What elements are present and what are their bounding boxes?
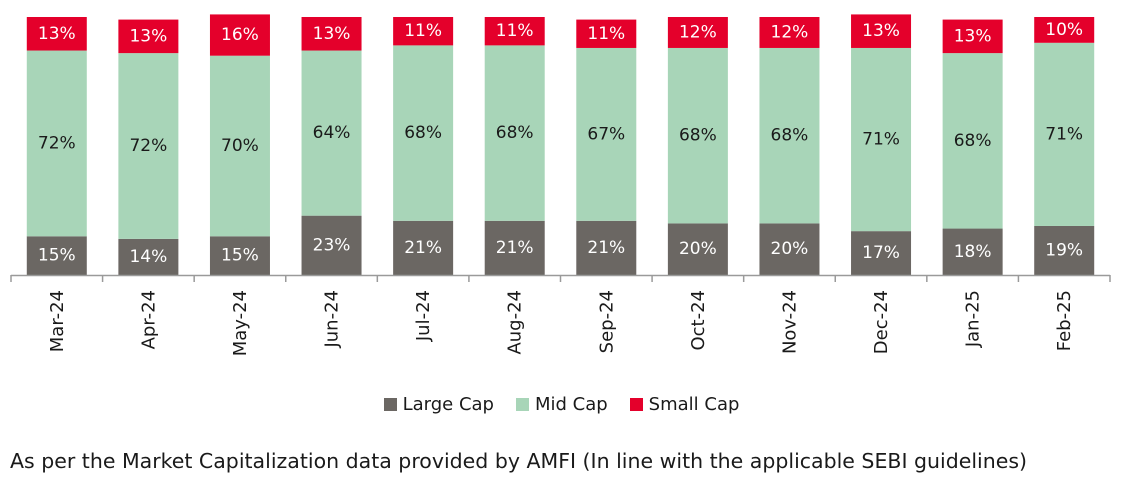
legend-swatch-mid-cap [515, 398, 529, 411]
x-tick-label-mar-24: Mar-24 [47, 290, 68, 352]
bar-large-cap-mar-24 [26, 236, 87, 275]
data-label-mid-cap-jun-24: 64% [313, 123, 351, 143]
bar-large-cap-feb-25 [1034, 225, 1095, 275]
x-axis: Mar-24 Apr-24 May-24 Jun-24 Jul-24 Aug-24 Sep-… [10, 274, 1111, 356]
data-label-large-cap-apr-24: 14% [129, 247, 167, 267]
data-label-mid-cap-aug-24: 68% [496, 123, 534, 143]
data-label-large-cap-aug-24: 21% [496, 238, 534, 258]
bar-large-cap-sep-24 [576, 220, 637, 275]
bar-mid-cap-dec-24 [851, 47, 912, 232]
bar-small-cap-feb-25 [1034, 17, 1095, 43]
bar-mid-cap-jun-24 [301, 50, 362, 216]
x-tick-label-apr-24: Apr-24 [138, 290, 159, 349]
data-label-large-cap-jun-24: 23% [313, 235, 351, 255]
bar-small-cap-oct-24 [667, 17, 728, 48]
data-label-small-cap-sep-24: 11% [587, 24, 625, 44]
x-tick-label-may-24: May-24 [230, 290, 251, 356]
bar-mid-cap-sep-24 [576, 47, 637, 221]
data-label-small-cap-jun-24: 13% [313, 24, 351, 44]
data-label-mid-cap-sep-24: 67% [587, 124, 625, 144]
data-label-mid-cap-jan-25: 68% [954, 131, 992, 151]
bar-small-cap-jan-25 [942, 19, 1003, 54]
bar-mid-cap-oct-24 [667, 47, 728, 224]
x-tick-label-oct-24: Oct-24 [688, 290, 709, 351]
data-label-mid-cap-mar-24: 72% [38, 133, 76, 153]
data-label-mid-cap-apr-24: 72% [129, 136, 167, 156]
bar-small-cap-dec-24 [851, 14, 912, 48]
data-label-mid-cap-may-24: 70% [221, 136, 259, 156]
bar-mid-cap-mar-24 [26, 50, 87, 237]
data-label-large-cap-jan-25: 18% [954, 242, 992, 262]
legend-label-mid-cap: Mid Cap [534, 394, 608, 415]
legend-label-small-cap: Small Cap [648, 394, 740, 415]
bar-mid-cap-aug-24 [484, 45, 545, 221]
bar-mid-cap-nov-24 [759, 47, 820, 224]
data-label-small-cap-nov-24: 12% [771, 22, 809, 42]
data-label-mid-cap-jul-24: 68% [404, 123, 442, 143]
data-label-small-cap-oct-24: 12% [679, 22, 717, 42]
bar-mid-cap-may-24 [209, 55, 270, 237]
bar-small-cap-sep-24 [576, 19, 637, 48]
data-label-large-cap-sep-24: 21% [587, 238, 625, 258]
data-label-small-cap-jan-25: 13% [954, 26, 992, 46]
bar-large-cap-oct-24 [667, 223, 728, 275]
bar-small-cap-may-24 [209, 14, 270, 56]
x-tick-label-feb-25: Feb-25 [1054, 290, 1075, 351]
data-label-large-cap-nov-24: 20% [771, 239, 809, 259]
bar-large-cap-apr-24 [118, 238, 179, 275]
x-tick-label-aug-24: Aug-24 [505, 290, 526, 355]
x-tick-label-jun-24: Jun-24 [322, 290, 343, 349]
x-tick-label-jul-24: Jul-24 [413, 290, 434, 342]
x-tick-label-sep-24: Sep-24 [596, 290, 617, 353]
bar-large-cap-nov-24 [759, 223, 820, 275]
bar-large-cap-jul-24 [393, 220, 454, 275]
bar-small-cap-jul-24 [393, 17, 454, 46]
legend-item-small-cap: Small Cap [629, 394, 740, 415]
bar-small-cap-mar-24 [26, 17, 87, 51]
data-label-large-cap-feb-25: 19% [1045, 240, 1083, 260]
data-label-mid-cap-dec-24: 71% [862, 130, 900, 150]
data-label-small-cap-dec-24: 13% [862, 21, 900, 41]
x-tick-label-nov-24: Nov-24 [779, 290, 800, 354]
legend-label-large-cap: Large Cap [402, 394, 494, 415]
data-label-large-cap-mar-24: 15% [38, 246, 76, 266]
bars-layer: 15% 72% 13% 14% 72% 13% 15% 70% 16% 23% 64% 13% 21% 6… [26, 14, 1095, 275]
bar-small-cap-apr-24 [118, 19, 179, 54]
data-label-mid-cap-oct-24: 68% [679, 126, 717, 146]
x-tick-label-jan-25: Jan-25 [963, 290, 984, 348]
bar-large-cap-jan-25 [942, 228, 1003, 275]
bar-mid-cap-jul-24 [393, 45, 454, 221]
data-label-large-cap-oct-24: 20% [679, 239, 717, 259]
data-label-mid-cap-nov-24: 68% [771, 126, 809, 146]
bar-small-cap-jun-24 [301, 17, 362, 51]
data-label-small-cap-feb-25: 10% [1045, 20, 1083, 40]
bar-mid-cap-apr-24 [118, 53, 179, 239]
data-label-small-cap-mar-24: 13% [38, 24, 76, 44]
data-label-small-cap-may-24: 16% [221, 25, 259, 45]
data-label-small-cap-apr-24: 13% [129, 26, 167, 46]
bar-large-cap-jun-24 [301, 215, 362, 275]
x-tick-label-dec-24: Dec-24 [871, 290, 892, 354]
bar-large-cap-aug-24 [484, 220, 545, 275]
data-label-large-cap-dec-24: 17% [862, 243, 900, 263]
legend-item-large-cap: Large Cap [383, 394, 494, 415]
bar-large-cap-dec-24 [851, 231, 912, 275]
legend-item-mid-cap: Mid Cap [515, 394, 608, 415]
bar-small-cap-nov-24 [759, 17, 820, 48]
legend-swatch-large-cap [383, 398, 397, 411]
stacked-bar-chart: 15% 72% 13% 14% 72% 13% 15% 70% 16% 23% 64% 13% 21% 6… [10, 14, 1111, 356]
bar-small-cap-aug-24 [484, 17, 545, 46]
bar-large-cap-may-24 [209, 236, 270, 275]
data-label-small-cap-aug-24: 11% [496, 21, 534, 41]
data-label-small-cap-jul-24: 11% [404, 21, 442, 41]
footnote: As per the Market Capitalization data pr… [10, 449, 1028, 473]
data-label-large-cap-jul-24: 21% [404, 238, 442, 258]
data-label-mid-cap-feb-25: 71% [1045, 124, 1083, 144]
bar-mid-cap-feb-25 [1034, 42, 1095, 226]
legend-swatch-small-cap [629, 398, 643, 411]
legend: Large Cap Mid Cap Small Cap [0, 394, 1123, 415]
data-label-large-cap-may-24: 15% [221, 246, 259, 266]
bar-mid-cap-jan-25 [942, 53, 1003, 229]
